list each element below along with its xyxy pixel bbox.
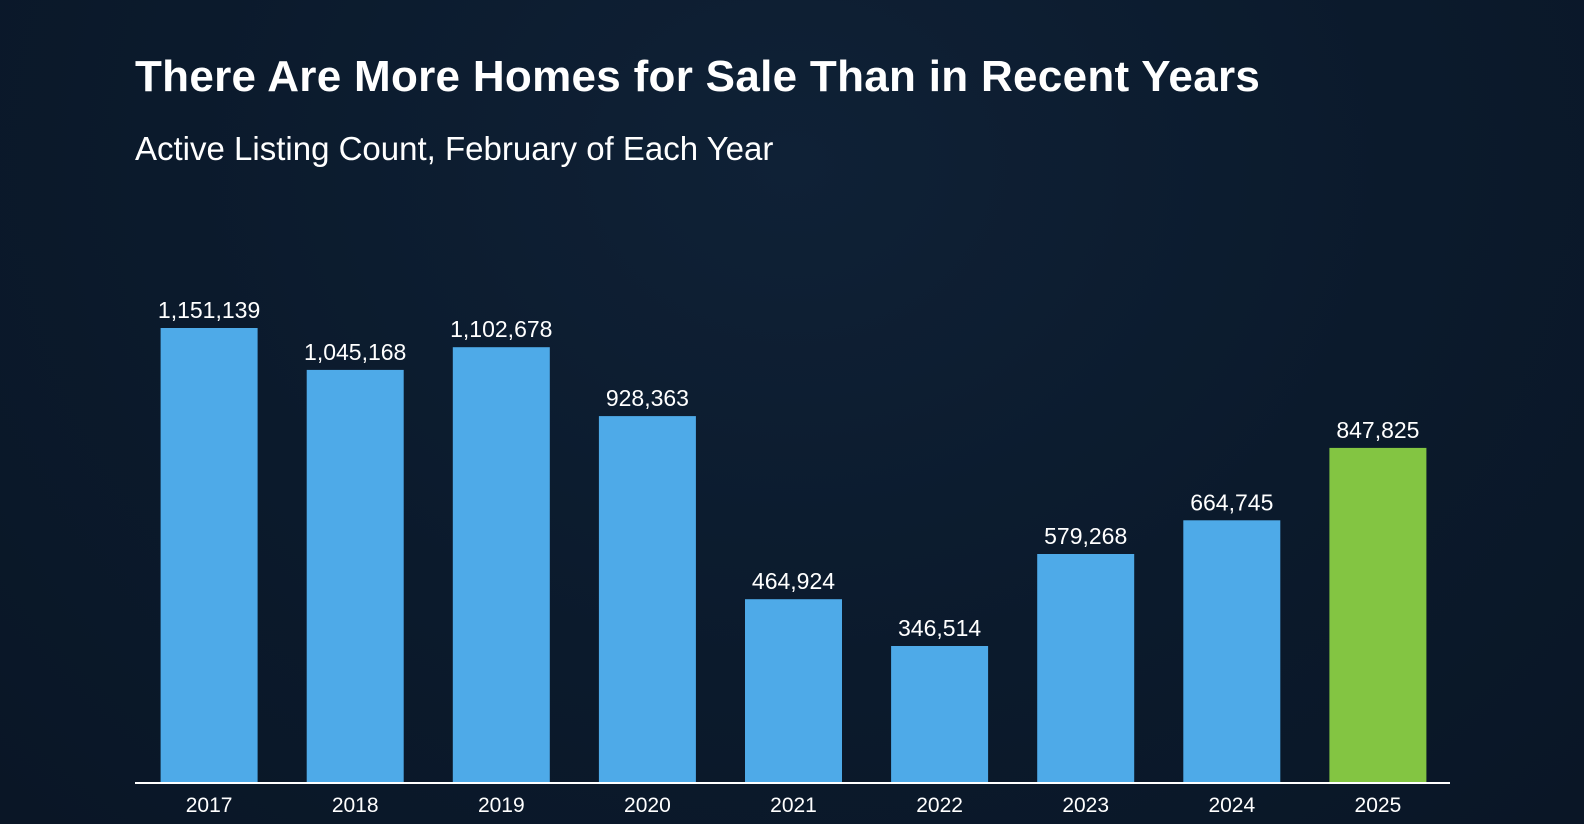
data-label-2018: 1,045,168 bbox=[304, 339, 406, 365]
data-label-2019: 1,102,678 bbox=[450, 316, 552, 342]
data-label-2023: 579,268 bbox=[1044, 523, 1127, 549]
bar-2018 bbox=[306, 369, 404, 783]
bar-2020 bbox=[598, 416, 696, 783]
chart-title: There Are More Homes for Sale Than in Re… bbox=[135, 52, 1261, 101]
data-label-2025: 847,825 bbox=[1336, 417, 1419, 443]
x-tick-label-2020: 2020 bbox=[624, 794, 671, 817]
bar-2017 bbox=[160, 328, 258, 783]
chart-subtitle: Active Listing Count, February of Each Y… bbox=[135, 130, 774, 167]
x-tick-label-2018: 2018 bbox=[332, 794, 379, 817]
bars-group: 1,151,139 2017 1,045,168 2018 1,102,678 2019 9… bbox=[158, 297, 1427, 817]
x-tick-label-2023: 2023 bbox=[1062, 794, 1109, 817]
bar-2022 bbox=[891, 646, 989, 783]
x-tick-label-2021: 2021 bbox=[770, 794, 817, 817]
bar-2024 bbox=[1183, 520, 1281, 783]
x-tick-label-2022: 2022 bbox=[916, 794, 963, 817]
data-label-2024: 664,745 bbox=[1190, 489, 1273, 515]
bar-2021 bbox=[745, 599, 842, 783]
x-tick-label-2019: 2019 bbox=[478, 794, 525, 817]
x-tick-label-2017: 2017 bbox=[186, 794, 233, 817]
x-tick-label-2025: 2025 bbox=[1355, 794, 1402, 817]
data-label-2017: 1,151,139 bbox=[158, 297, 260, 323]
bar-2019 bbox=[452, 347, 550, 783]
bar-2023 bbox=[1037, 554, 1135, 783]
x-tick-label-2024: 2024 bbox=[1208, 794, 1255, 817]
bar-2025 bbox=[1329, 447, 1427, 783]
data-label-2020: 928,363 bbox=[606, 385, 689, 411]
data-label-2021: 464,924 bbox=[752, 568, 835, 594]
data-label-2022: 346,514 bbox=[898, 615, 981, 641]
